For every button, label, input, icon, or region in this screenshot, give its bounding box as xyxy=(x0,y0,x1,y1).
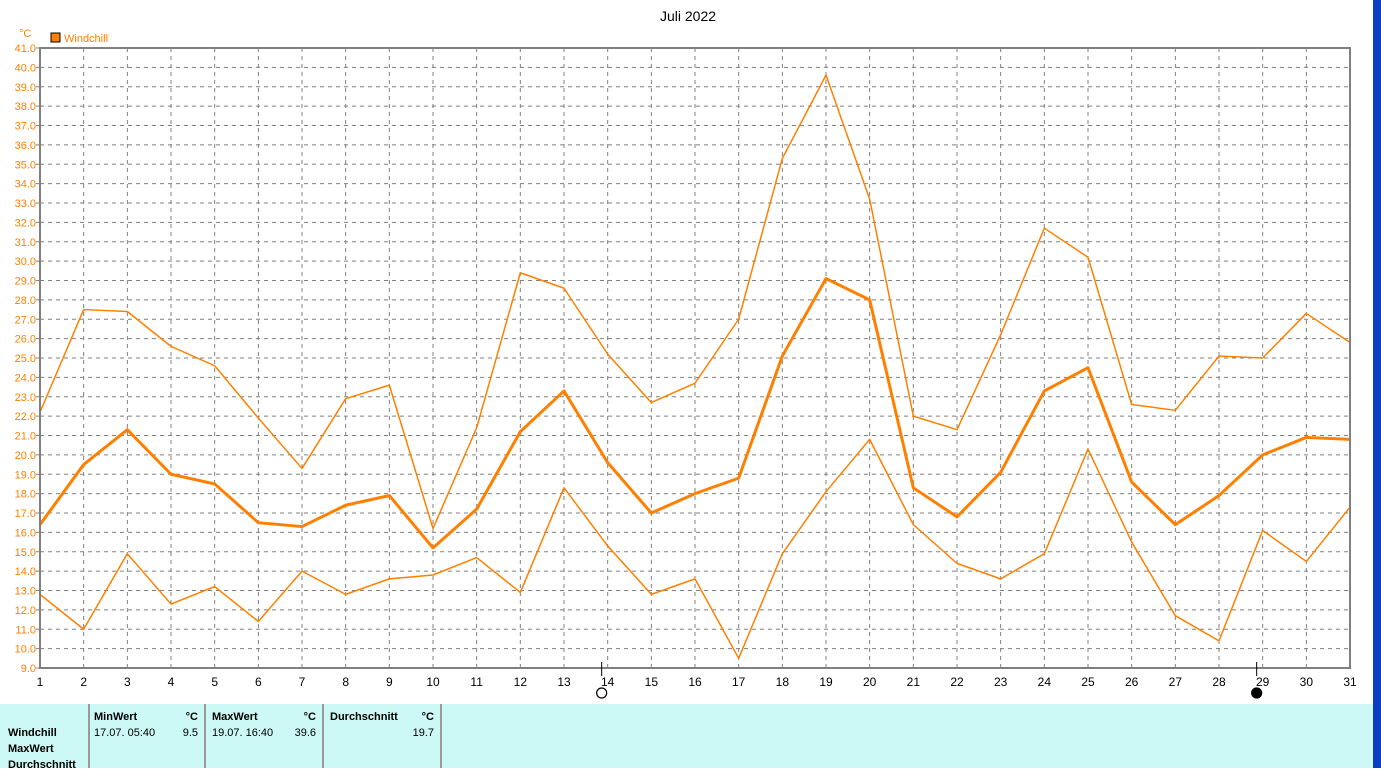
y-tick-label: 28.0 xyxy=(15,295,36,307)
new-moon-icon xyxy=(1252,688,1262,698)
y-tick-label: 23.0 xyxy=(15,392,36,404)
x-tick-label: 7 xyxy=(299,675,306,689)
row-label: Durchschnitt xyxy=(8,759,76,771)
windchill-chart: Juli 2022 °C Windchill 9.010.011.012.013… xyxy=(0,0,1373,704)
avg-unit: °C xyxy=(422,711,434,723)
y-tick-label: 37.0 xyxy=(15,121,36,133)
x-tick-label: 2 xyxy=(80,675,87,689)
x-tick-label: 18 xyxy=(776,675,790,689)
x-tick-label: 12 xyxy=(514,675,528,689)
x-tick-label: 10 xyxy=(426,675,440,689)
stats-table: Windchill MaxWert Durchschnitt MinWert °… xyxy=(0,704,1373,768)
x-tick-label: 22 xyxy=(950,675,964,689)
legend-label: Windchill xyxy=(64,33,108,45)
x-tick-label: 3 xyxy=(124,675,131,689)
y-tick-label: 11.0 xyxy=(15,624,36,636)
y-tick-label: 30.0 xyxy=(15,256,36,268)
y-tick-label: 29.0 xyxy=(15,276,36,288)
max-value: 39.6 xyxy=(295,727,316,739)
x-tick-label: 27 xyxy=(1169,675,1183,689)
y-tick-label: 12.0 xyxy=(15,605,36,617)
x-tick-label: 23 xyxy=(994,675,1008,689)
y-tick-label: 39.0 xyxy=(15,82,36,94)
max-time: 19.07. 16:40 xyxy=(212,727,273,739)
y-unit-label: °C xyxy=(19,28,31,40)
x-tick-label: 20 xyxy=(863,675,877,689)
y-tick-label: 19.0 xyxy=(15,469,36,481)
legend-swatch xyxy=(51,33,60,42)
min-unit: °C xyxy=(186,711,198,723)
min-column: MinWert °C 17.07. 05:40 9.5 xyxy=(90,704,206,768)
min-header: MinWert xyxy=(94,711,137,723)
x-tick-label: 29 xyxy=(1256,675,1270,689)
y-tick-label: 22.0 xyxy=(15,411,36,423)
y-tick-label: 13.0 xyxy=(15,586,36,598)
max-column: MaxWert °C 19.07. 16:40 39.6 xyxy=(206,704,324,768)
full-moon-icon xyxy=(597,688,607,698)
y-tick-label: 25.0 xyxy=(15,353,36,365)
x-tick-label: 14 xyxy=(601,675,615,689)
x-tick-label: 21 xyxy=(907,675,921,689)
avg-column: Durchschnitt °C 19.7 xyxy=(324,704,442,768)
x-tick-label: 11 xyxy=(470,675,483,689)
x-tick-label: 17 xyxy=(732,675,746,689)
x-tick-label: 19 xyxy=(819,675,833,689)
x-tick-label: 15 xyxy=(645,675,659,689)
y-tick-label: 21.0 xyxy=(15,431,36,443)
x-tick-label: 16 xyxy=(688,675,702,689)
y-tick-label: 36.0 xyxy=(15,140,36,152)
x-tick-label: 25 xyxy=(1081,675,1095,689)
min-value: 9.5 xyxy=(183,727,198,739)
y-tick-label: 20.0 xyxy=(15,450,36,462)
row-label: Windchill xyxy=(8,727,57,739)
desktop-edge xyxy=(1373,0,1381,768)
y-tick-label: 24.0 xyxy=(15,372,36,384)
y-tick-label: 9.0 xyxy=(21,663,36,675)
y-tick-label: 17.0 xyxy=(15,508,36,520)
y-tick-label: 10.0 xyxy=(15,644,36,656)
y-tick-label: 33.0 xyxy=(15,198,36,210)
y-tick-label: 15.0 xyxy=(15,547,36,559)
x-tick-label: 5 xyxy=(211,675,218,689)
x-tick-label: 1 xyxy=(37,675,44,689)
y-tick-label: 32.0 xyxy=(15,217,36,229)
chart-title: Juli 2022 xyxy=(660,8,716,24)
row-labels: Windchill MaxWert Durchschnitt xyxy=(0,704,90,768)
min-time: 17.07. 05:40 xyxy=(94,727,155,739)
x-tick-label: 13 xyxy=(557,675,571,689)
max-header: MaxWert xyxy=(212,711,258,723)
y-tick-label: 34.0 xyxy=(15,179,36,191)
max-unit: °C xyxy=(304,711,316,723)
y-tick-label: 31.0 xyxy=(15,237,36,249)
series-max-line xyxy=(40,75,1350,528)
x-tick-label: 6 xyxy=(255,675,262,689)
y-tick-label: 41.0 xyxy=(15,43,36,55)
x-tick-label: 31 xyxy=(1343,675,1357,689)
y-tick-label: 27.0 xyxy=(15,314,36,326)
x-tick-label: 8 xyxy=(342,675,349,689)
y-tick-label: 38.0 xyxy=(15,101,36,113)
y-tick-label: 18.0 xyxy=(15,489,36,501)
x-tick-label: 9 xyxy=(386,675,393,689)
row-label: MaxWert xyxy=(8,743,54,755)
avg-header: Durchschnitt xyxy=(330,711,398,723)
avg-value: 19.7 xyxy=(413,727,434,739)
x-tick-label: 4 xyxy=(168,675,175,689)
y-tick-label: 14.0 xyxy=(15,566,36,578)
x-tick-label: 30 xyxy=(1300,675,1314,689)
x-tick-label: 24 xyxy=(1038,675,1052,689)
y-tick-label: 35.0 xyxy=(15,159,36,171)
y-tick-label: 16.0 xyxy=(15,527,36,539)
y-tick-label: 26.0 xyxy=(15,334,36,346)
x-tick-label: 26 xyxy=(1125,675,1139,689)
x-tick-label: 28 xyxy=(1212,675,1226,689)
y-tick-label: 40.0 xyxy=(15,62,36,74)
